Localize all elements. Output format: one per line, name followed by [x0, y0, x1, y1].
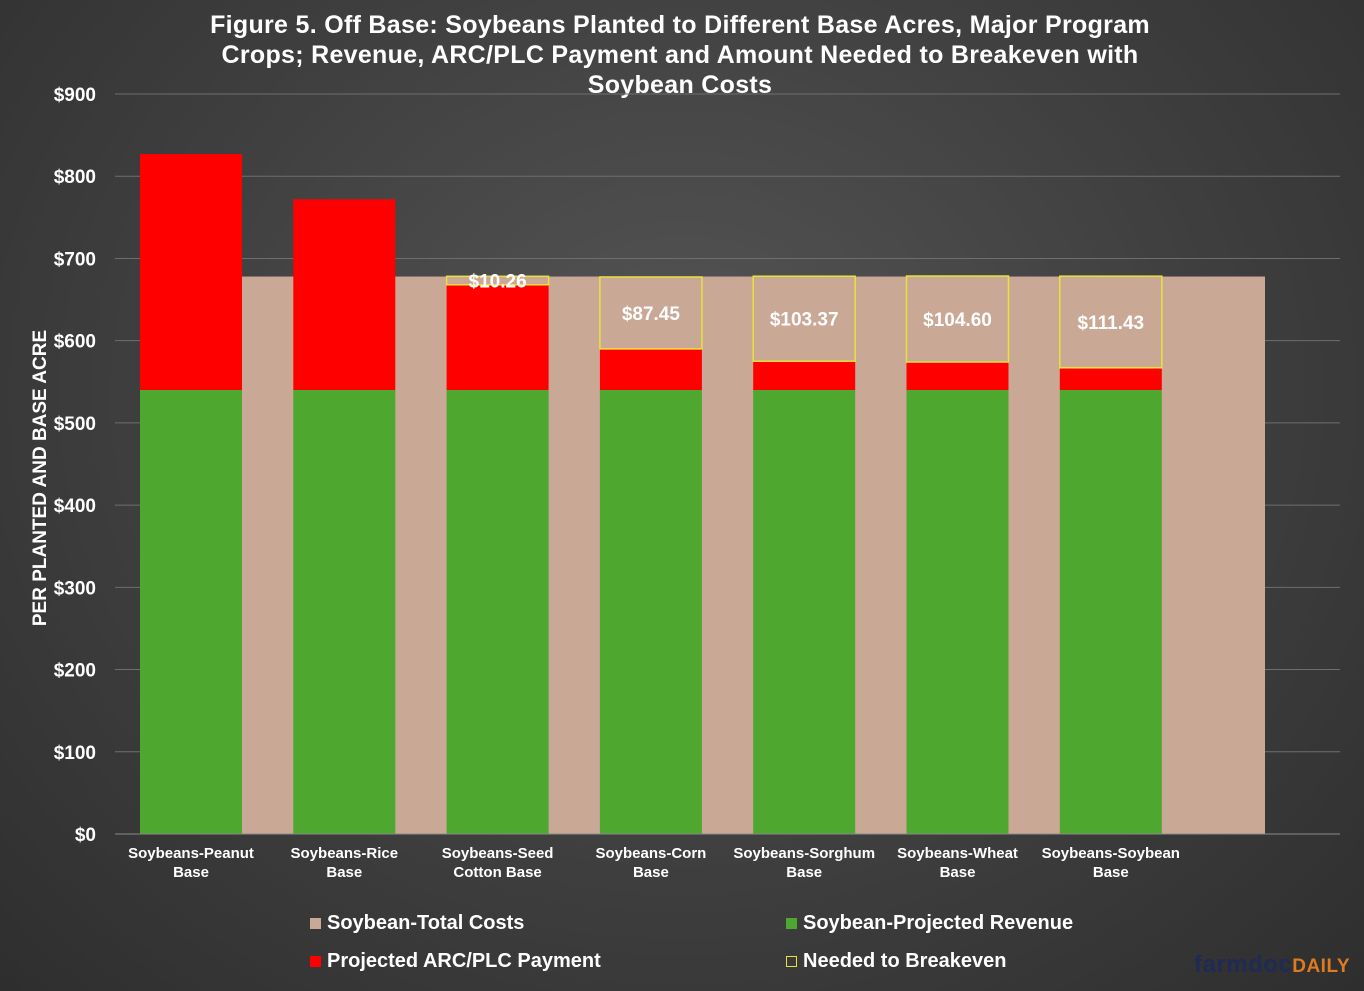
y-tick-label: $100	[54, 743, 96, 764]
farmdoc-logo: farmdocDAILY	[1194, 951, 1350, 979]
x-tick-label: Base	[633, 864, 669, 881]
x-tick-label: Base	[786, 864, 822, 881]
bar-needed-to-breakeven	[445, 275, 550, 286]
x-tick-label: Soybeans-Rice	[291, 845, 399, 862]
x-tick-label: Base	[173, 864, 209, 881]
bar-arc-plc-payment	[906, 362, 1009, 390]
y-tick-label: $700	[54, 249, 96, 270]
y-tick-label: $600	[54, 332, 96, 353]
legend-item: Soybean-Projected Revenue	[786, 912, 1073, 935]
bar-needed-to-breakeven	[1059, 275, 1163, 369]
x-tick-label: Base	[940, 864, 976, 881]
data-label: $10.26	[469, 272, 527, 293]
data-label: $87.45	[622, 304, 681, 325]
bar-arc-plc-payment	[140, 154, 242, 390]
bar-revenue	[293, 390, 396, 834]
legend-item: Soybean-Total Costs	[310, 912, 524, 935]
x-tick-label: Cotton Base	[453, 864, 541, 881]
bars	[140, 154, 1163, 834]
bar-revenue	[753, 390, 856, 834]
x-tick-label: Soybeans-Soybean	[1042, 845, 1180, 862]
bar-arc-plc-payment	[1059, 367, 1162, 390]
legend-item: Needed to Breakeven	[786, 950, 1006, 973]
data-label: $103.37	[770, 310, 839, 331]
x-tick-label: Soybeans-Peanut	[128, 845, 254, 862]
legend-swatch	[310, 956, 321, 967]
bar-revenue	[906, 390, 1009, 834]
legend-swatch	[310, 918, 321, 929]
x-tick-label: Soybeans-Seed	[442, 845, 554, 862]
y-tick-label: $300	[54, 578, 96, 599]
bar-arc-plc-payment	[599, 348, 702, 390]
x-tick-label: Soybeans-Corn	[595, 845, 706, 862]
x-tick-label: Base	[1093, 864, 1129, 881]
y-tick-label: $500	[54, 414, 96, 435]
y-tick-label: $800	[54, 167, 96, 188]
bar-revenue	[599, 390, 702, 834]
y-tick-label: $0	[75, 825, 96, 846]
legend-label: Needed to Breakeven	[803, 950, 1007, 972]
bar-arc-plc-payment	[293, 199, 396, 390]
x-tick-label: Soybeans-Wheat	[897, 845, 1018, 862]
legend-swatch	[786, 956, 797, 967]
y-tick-label: $400	[54, 496, 96, 517]
legend-swatch	[786, 918, 797, 929]
bar-revenue	[446, 390, 549, 834]
bar-arc-plc-payment	[446, 284, 549, 390]
legend-label: Soybean-Total Costs	[327, 912, 525, 934]
bar-revenue	[1059, 390, 1162, 834]
labels: $10.26 $87.45 $103.37 $104.60 $111.43	[469, 272, 1145, 334]
bar-needed-to-breakeven	[905, 275, 1010, 363]
bar-arc-plc-payment	[753, 361, 856, 390]
legend-label: Soybean-Projected Revenue	[803, 912, 1074, 934]
x-tick-label: Base	[326, 864, 362, 881]
legend-label: Projected ARC/PLC Payment	[327, 950, 601, 972]
bar-revenue	[140, 390, 242, 834]
data-label: $104.60	[923, 310, 992, 331]
logo-text-farmdoc: farmdoc	[1194, 951, 1293, 978]
legend-item: Projected ARC/PLC Payment	[310, 950, 601, 973]
chart-title: Figure 5. Off Base: Soybeans Planted to …	[210, 11, 1150, 99]
y-tick-label: $900	[54, 85, 96, 106]
axes: $0 $100 $200 $300 $400 $500 $600 $700 $800 $900 So…	[54, 85, 1340, 881]
logo-text-daily: DAILY	[1292, 956, 1350, 977]
y-axis-title: PER PLANTED AND BASE ACRE	[30, 330, 51, 626]
bar-needed-to-breakeven	[752, 275, 856, 362]
y-tick-label: $200	[54, 661, 96, 682]
x-tick-label: Soybeans-Sorghum	[733, 845, 875, 862]
data-label: $111.43	[1078, 313, 1145, 334]
bar-needed-to-breakeven	[599, 276, 703, 350]
